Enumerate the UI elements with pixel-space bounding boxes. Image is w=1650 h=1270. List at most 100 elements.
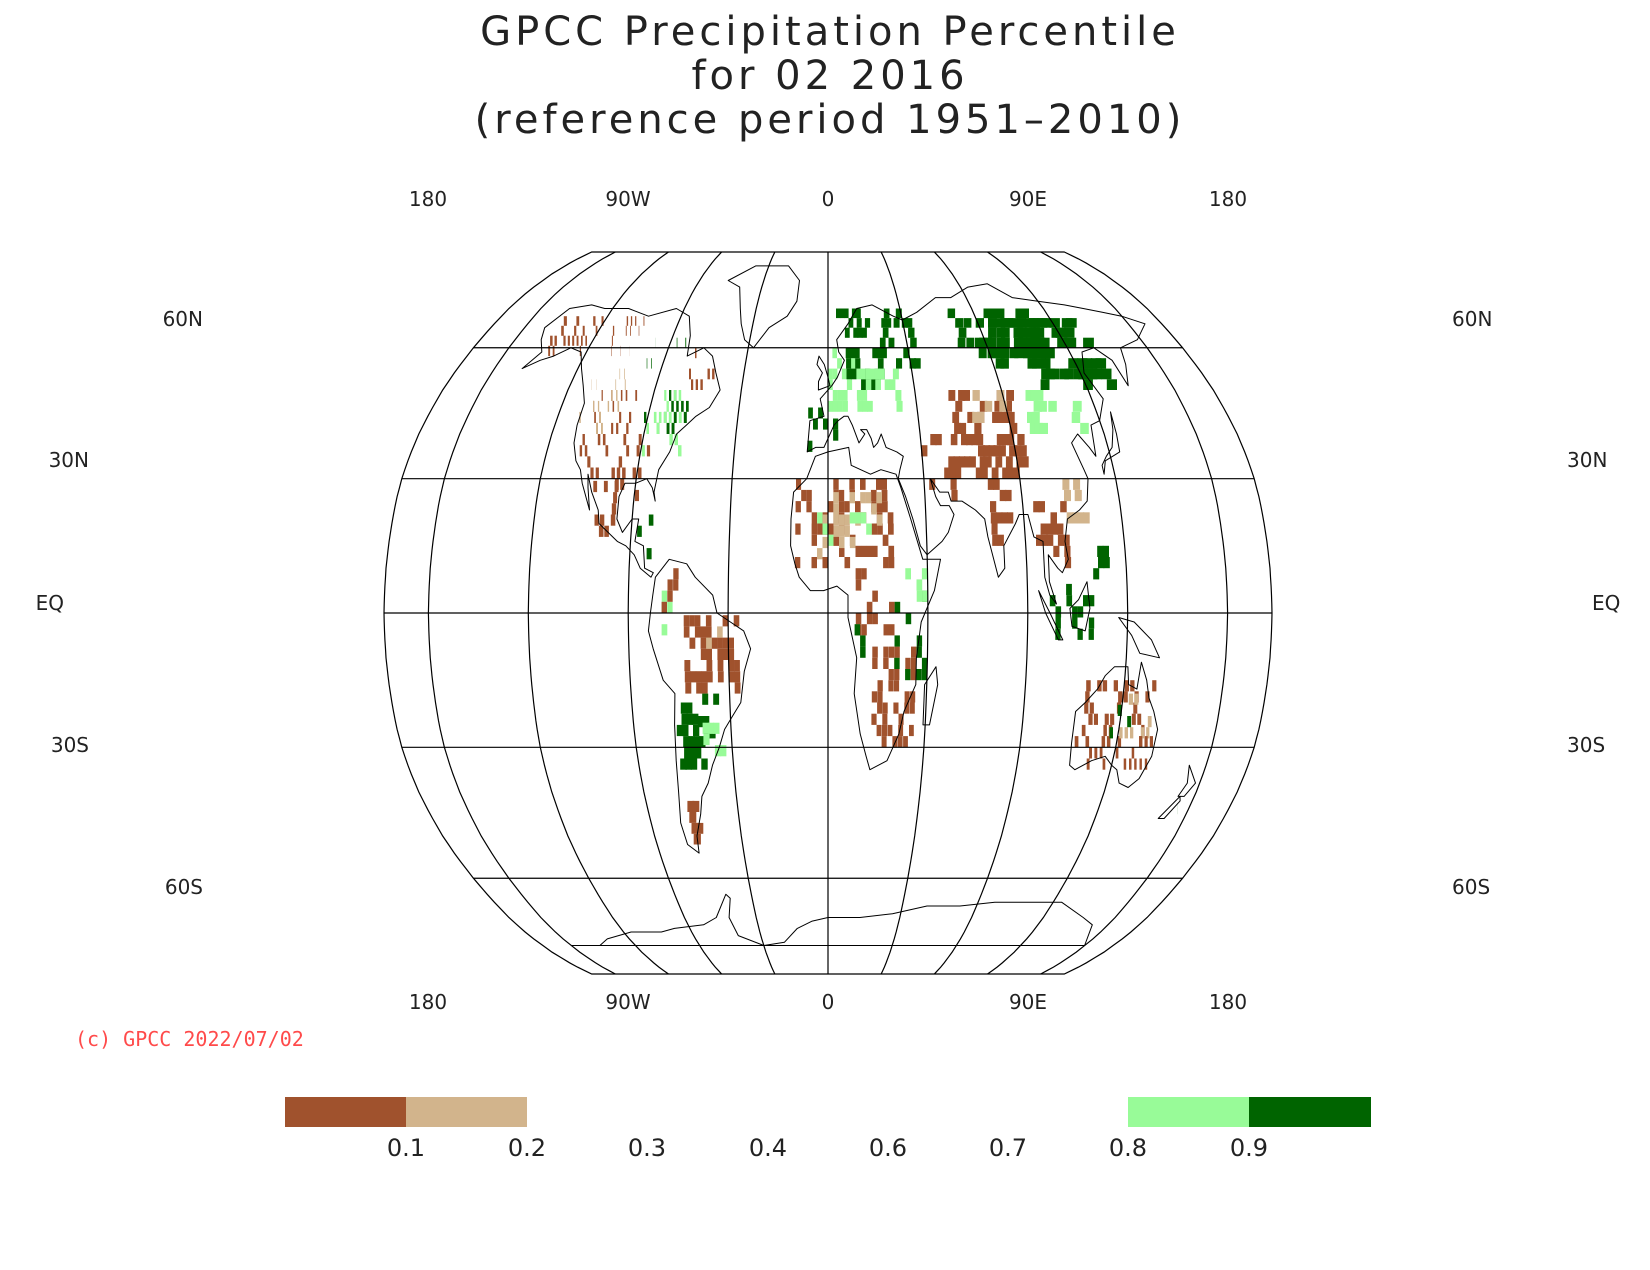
lat-labels-left: 60N 30N EQ 30S 60S (36, 307, 203, 899)
percentile-cell (833, 478, 839, 490)
percentile-cell (1134, 758, 1137, 770)
percentile-cell (1009, 445, 1017, 457)
percentile-cell (860, 646, 866, 658)
percentile-cell (1102, 758, 1106, 770)
percentile-cell (861, 545, 867, 557)
percentile-cell (635, 390, 638, 401)
percentile-cell (1014, 347, 1023, 359)
legend-swatch-wet (1128, 1097, 1249, 1127)
percentile-cell (972, 390, 980, 401)
percentile-cell (1146, 727, 1150, 739)
percentile-cell (1038, 400, 1047, 412)
percentile-cell (864, 318, 871, 328)
percentile-cell (611, 503, 617, 515)
percentile-cell (661, 624, 668, 636)
percentile-cell (656, 422, 660, 434)
percentile-cell (611, 335, 613, 346)
percentile-cell (617, 400, 620, 412)
title-line-2: for 02 2016 (691, 53, 968, 99)
percentile-cell (844, 501, 850, 513)
percentile-cell (823, 418, 828, 430)
map-outline (383, 251, 1273, 975)
percentile-cell (990, 512, 997, 524)
percentile-cell (1089, 747, 1092, 759)
percentile-cell (892, 736, 898, 748)
percentile-cell (948, 390, 956, 401)
percentile-cell (822, 514, 828, 526)
percentile-cell (992, 534, 999, 546)
percentile-cell (667, 579, 673, 591)
percentile-cell (848, 318, 854, 328)
percentile-cell (1018, 337, 1028, 348)
percentile-cell (971, 434, 978, 446)
percentile-cell (947, 308, 956, 319)
percentile-cell (1139, 758, 1142, 770)
percentile-cell (722, 637, 729, 649)
percentile-cell (954, 467, 962, 479)
percentile-cell (838, 525, 845, 537)
percentile-cell (692, 800, 700, 812)
percentile-cell (1074, 489, 1082, 502)
percentile-cell (696, 822, 704, 834)
percentile-cell (979, 337, 988, 348)
percentile-cell (563, 316, 567, 326)
percentile-cell (1085, 736, 1090, 748)
percentile-cell (734, 682, 741, 694)
percentile-cell (686, 400, 689, 412)
percentile-cell (1064, 327, 1075, 338)
percentile-cell (1123, 691, 1128, 703)
percentile-cell (796, 478, 802, 490)
percentile-cell (975, 467, 983, 479)
percentile-cell (952, 411, 960, 423)
percentile-cell (849, 492, 855, 504)
percentile-cell (615, 379, 617, 390)
lon-label-bottom-180w: 180 (409, 990, 447, 1014)
percentile-cell (911, 646, 917, 658)
percentile-cell (613, 492, 618, 504)
percentile-cell (860, 368, 866, 380)
percentile-cell (871, 523, 878, 535)
percentile-cell (561, 325, 564, 336)
percentile-cell (691, 379, 694, 390)
percentile-cell (844, 525, 850, 537)
percentile-cell (1039, 422, 1048, 434)
percentile-cell (795, 501, 801, 513)
percentile-cell (888, 646, 895, 658)
lon-label-bottom-0: 0 (822, 990, 835, 1014)
percentile-cell (691, 822, 699, 834)
percentile-cell (1000, 358, 1009, 369)
percentile-cell (676, 724, 684, 737)
percentile-cell (1001, 434, 1010, 446)
percentile-cell (838, 489, 845, 502)
percentile-cell (1046, 523, 1053, 535)
percentile-cell (985, 456, 992, 468)
percentile-cell (811, 512, 818, 524)
percentile-cell (893, 702, 899, 714)
percentile-cell (870, 379, 877, 390)
percentile-cell (988, 327, 997, 338)
percentile-cell (1113, 680, 1118, 692)
percentile-cell (1033, 501, 1040, 513)
percentile-cell (607, 400, 610, 412)
percentile-cell (988, 318, 997, 328)
percentile-cell (700, 648, 707, 660)
percentile-cell (713, 722, 720, 734)
percentile-cell (1074, 736, 1079, 748)
percentile-cell (705, 615, 712, 627)
percentile-cell (871, 713, 877, 725)
percentile-cell (688, 736, 695, 748)
legend-swatch-dry (406, 1097, 527, 1127)
percentile-cell (855, 613, 862, 625)
legend-tick-0.3: 0.3 (628, 1134, 666, 1162)
coastline-antarctica (570, 893, 1093, 946)
coastline-borneo (1069, 581, 1091, 632)
percentile-cell (619, 368, 621, 380)
percentile-cell (996, 337, 1006, 348)
percentile-cell (850, 358, 856, 369)
percentile-cell (987, 308, 997, 319)
percentile-cell (865, 492, 872, 504)
percentile-cell (683, 615, 690, 627)
percentile-cell (685, 682, 692, 694)
percentile-cell (1085, 691, 1090, 703)
percentile-cell (661, 590, 668, 602)
